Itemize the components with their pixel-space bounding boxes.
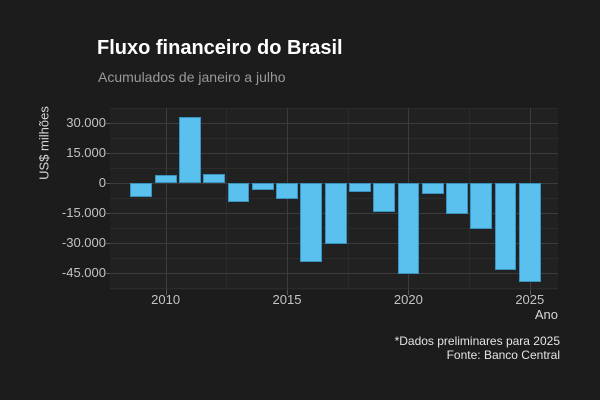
h-gridline-major <box>110 123 558 124</box>
v-gridline-minor <box>226 108 228 290</box>
bar-2025 <box>518 183 541 283</box>
v-gridline-minor <box>347 108 349 290</box>
v-gridline-minor <box>469 108 471 290</box>
x-axis-title: Ano <box>534 307 558 322</box>
bar-2019 <box>373 183 396 212</box>
y-tick-label: -30.000 <box>61 235 106 250</box>
v-gridline-major <box>287 108 288 290</box>
h-gridline-minor <box>110 168 558 169</box>
x-tick-label: 2020 <box>393 292 423 307</box>
y-tick-label: -45.000 <box>61 265 106 280</box>
x-tick-mark <box>287 290 288 295</box>
h-gridline-minor <box>110 288 558 289</box>
bar-2009 <box>130 183 153 197</box>
y-tick-label: 0 <box>98 175 106 190</box>
caption-preliminary-note: *Dados preliminares para 2025 <box>394 334 560 348</box>
bar-2011 <box>179 117 201 183</box>
y-tick-mark <box>105 213 110 214</box>
bar-2017 <box>324 183 347 245</box>
h-gridline-major <box>110 153 558 154</box>
x-tick-mark <box>529 290 531 295</box>
bar-2016 <box>300 183 323 263</box>
bar-2018 <box>348 183 371 192</box>
y-tick-label: -15.000 <box>61 205 106 220</box>
v-gridline-major <box>165 108 167 290</box>
y-tick-mark <box>105 183 110 184</box>
caption-source: Fonte: Banco Central <box>446 348 560 362</box>
y-tick-mark <box>105 153 110 154</box>
plot-panel <box>110 108 558 290</box>
x-tick-label: 2025 <box>515 292 545 307</box>
h-gridline-minor <box>110 258 558 259</box>
bar-2021 <box>421 183 444 194</box>
bar-2015 <box>276 183 298 199</box>
h-gridline-major <box>110 273 558 274</box>
bar-2012 <box>203 174 226 183</box>
x-tick-label: 2015 <box>272 292 302 307</box>
y-tick-mark <box>105 243 110 244</box>
h-gridline-minor <box>110 138 558 139</box>
bar-2010 <box>154 175 177 183</box>
bar-2023 <box>470 183 493 230</box>
bar-2024 <box>494 183 517 270</box>
y-tick-mark <box>105 273 110 274</box>
h-gridline-minor <box>110 108 558 109</box>
bar-2020 <box>397 183 420 275</box>
x-tick-mark <box>165 290 167 295</box>
chart-caption: *Dados preliminares para 2025 Fonte: Ban… <box>395 334 560 362</box>
bar-2014 <box>251 183 274 190</box>
x-tick-label: 2010 <box>151 292 181 307</box>
y-tick-mark <box>105 123 110 124</box>
x-tick-mark <box>408 290 410 295</box>
bar-2013 <box>227 183 250 202</box>
bar-2022 <box>446 183 468 215</box>
chart-subtitle: Acumulados de janeiro a julho <box>98 69 286 85</box>
y-tick-label: 15.000 <box>66 145 106 160</box>
chart-title: Fluxo financeiro do Brasil <box>97 37 343 59</box>
y-tick-label: 30.000 <box>66 115 106 130</box>
